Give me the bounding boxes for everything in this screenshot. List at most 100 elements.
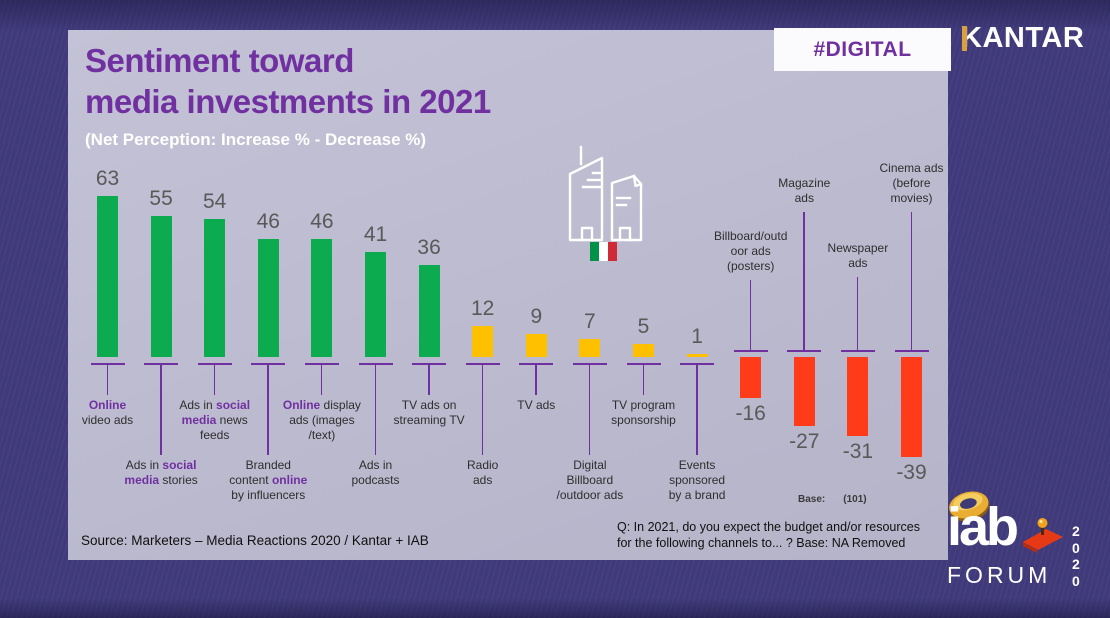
baseline-tick [465,363,500,365]
category-label: Radio ads [467,458,499,487]
value-label: 12 [471,297,495,320]
value-label: 63 [95,167,120,190]
joystick-icon [1023,518,1063,553]
forum-year: 2 0 2 0 [1072,523,1080,589]
bar [847,357,869,436]
baseline-tick [358,363,393,365]
leader-line [320,365,323,395]
baseline-tick [733,350,768,352]
category-label: Events sponsored by a brand [668,458,726,502]
leader-line [428,365,430,395]
base-label: Base: [798,494,826,505]
bar [633,344,654,357]
category-label: Ads in social media stories [124,458,198,487]
value-label: 9 [530,305,543,328]
baseline-tick [840,350,875,352]
category-label: Branded content online by influencers [229,458,308,502]
category-label: Digital Billboard/outdoor ads [556,458,624,502]
bar [257,239,279,357]
kantar-logo: KANTAR [961,22,1084,56]
category-label: Newspaper ads [827,241,889,270]
iab-forum-logo: iab FORUM 2 0 2 0 [933,478,1105,610]
leader-line [749,280,752,350]
bar [365,252,386,357]
category-label: Online video ads [81,398,134,427]
page-subtitle: (Net Perception: Increase % - Decrease %… [85,130,427,149]
bar [525,334,547,357]
category-label: TV ads [517,398,556,412]
kantar-gold-bar-icon [962,26,967,51]
italy-flag-icon [590,242,617,261]
category-label: Online display ads (images/text) [282,398,361,442]
category-label: Ads in podcasts [351,458,400,487]
baseline-tick [626,363,661,365]
value-label: 46 [310,210,334,233]
category-label: Ads in social media news feeds [179,398,251,442]
kantar-wordmark: KANTAR [961,22,1085,54]
baseline-tick [304,363,339,365]
baseline-tick [144,363,179,365]
category-label: Magazine ads [778,176,831,205]
baseline-tick [572,363,607,365]
donut-icon [949,491,990,522]
bar [97,196,118,357]
leader-line [588,365,591,455]
leader-line [642,365,644,395]
bar [311,239,333,357]
baseline-tick [251,363,286,365]
buildings-icon [568,145,643,242]
category-label: TV program sponsorship [611,398,676,427]
leader-line [696,365,698,455]
bar [901,357,922,457]
category-label: Billboard/outd oor ads (posters) [713,229,788,273]
leader-line [803,212,805,350]
value-label: -39 [896,461,927,484]
digital-hashtag-badge: #DIGITAL [774,28,951,71]
bar [204,219,226,357]
value-label: 55 [149,187,173,210]
baseline-tick [787,350,822,352]
value-label: 54 [203,190,227,213]
value-label: 41 [363,223,388,246]
leader-line [160,365,162,455]
leader-line [374,365,376,455]
value-label: -31 [842,440,874,463]
value-label: -16 [735,402,766,425]
page-title: Sentiment toward media investments in 20… [85,42,491,120]
bar [579,339,601,357]
baseline-tick [197,363,232,365]
bar [418,265,440,357]
leader-line [267,365,269,455]
category-label: TV ads on streaming TV [393,398,465,427]
category-label: Cinema ads (before movies) [879,161,944,205]
source-text: Source: Marketers – Media Reactions 2020… [81,533,429,548]
iab-wordmark: iab [947,497,1019,557]
leader-line [856,277,859,350]
chart-card: Sentiment toward media investments in 20… [68,30,948,560]
baseline-tick [894,350,929,352]
base-value: (101) [843,494,867,505]
bar [686,354,708,357]
leader-line [213,365,216,395]
value-label: 36 [417,236,441,259]
leader-line [481,365,484,455]
value-label: -27 [789,430,820,453]
forum-wordmark: FORUM [947,562,1052,588]
value-label: 7 [584,310,596,333]
leader-line [106,365,108,395]
value-label: 5 [637,315,650,338]
bar [472,326,494,357]
bar [793,357,815,426]
baseline-tick [680,363,715,365]
bar [740,357,762,398]
baseline-tick [519,363,554,365]
base-note: Base: (101) [798,494,867,505]
bar [150,216,172,357]
baseline-tick [90,363,125,365]
baseline-tick [412,363,447,365]
question-text: Q: In 2021, do you expect the budget and… [617,520,920,550]
leader-line [910,212,912,350]
value-label: 46 [256,210,280,233]
value-label: 1 [691,325,703,348]
